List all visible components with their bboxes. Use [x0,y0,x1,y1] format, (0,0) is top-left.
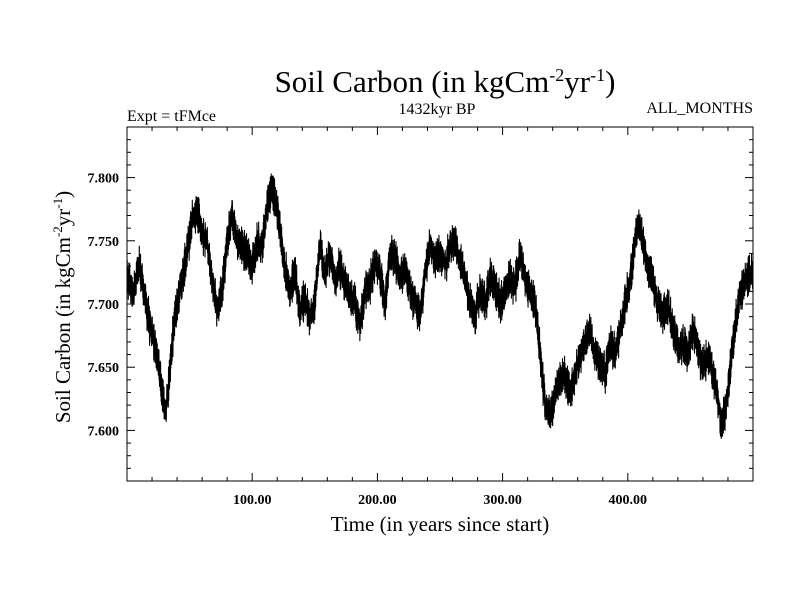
series-line-soil-carbon [126,173,754,439]
series-group [126,173,754,439]
x-axis: 100.00 200.00 300.00 400.00 [151,127,729,508]
x-tick-label: 400.00 [609,493,648,508]
experiment-label: Expt = tFMce [127,108,216,125]
y-axis-label: Soil Carbon (in kgCm-2yr-1) [50,191,75,423]
x-tick-label: 100.00 [233,493,272,508]
x-tick-label: 300.00 [483,493,522,508]
y-tick-label: 7.700 [88,298,120,313]
y-tick-label: 7.800 [88,172,120,187]
y-tick-label: 7.750 [88,235,120,250]
y-tick-label: 7.600 [88,424,120,439]
y-axis: 7.600 7.650 7.700 7.750 7.800 [88,126,753,482]
chart-title: Soil Carbon (in kgCm-2yr-1) [275,64,616,99]
x-tick-label: 200.00 [358,493,397,508]
period-label: 1432kyr BP [399,101,476,118]
months-label: ALL_MONTHS [646,100,753,117]
x-axis-label: Time (in years since start) [331,512,550,536]
y-tick-label: 7.650 [88,361,120,376]
